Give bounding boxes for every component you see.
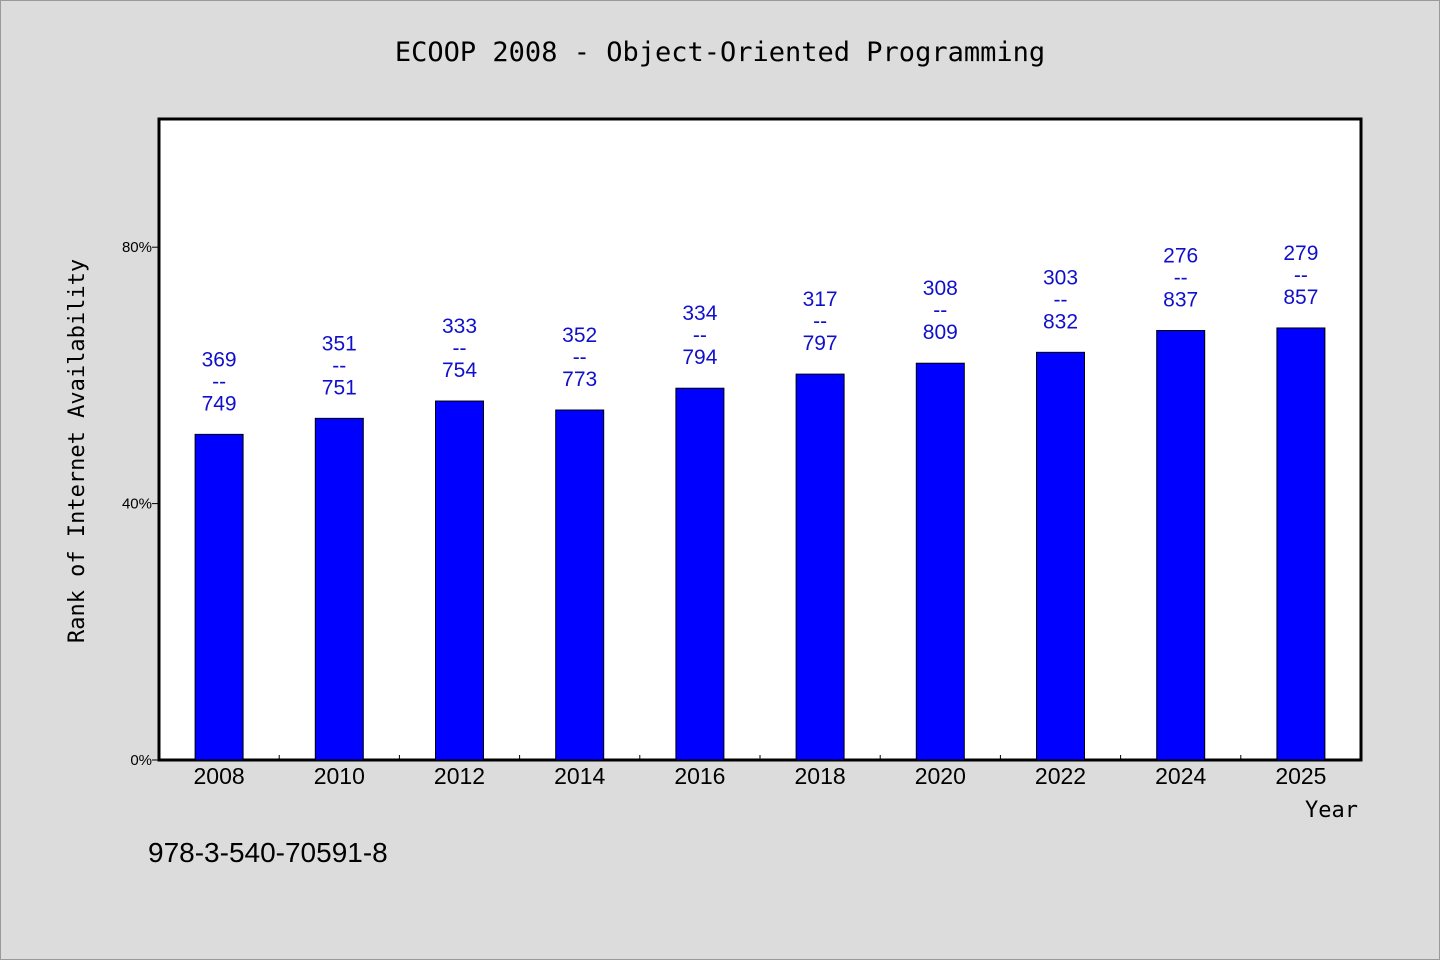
data-labels: 369--749351--751333--754352--773334--794… [202,242,1319,415]
bar-data-label: -- [813,310,827,333]
bar [314,417,364,761]
bar [915,362,965,761]
x-tick-label: 2024 [1155,763,1206,789]
isbn-footnote: 978-3-540-70591-8 [148,837,388,868]
bar [1276,327,1326,761]
bar-data-label: -- [573,346,587,369]
bar [1156,330,1206,761]
bar [795,373,845,761]
bar-series [194,327,1326,761]
bar-data-label: 773 [562,368,597,391]
x-tick-label: 2012 [434,763,485,789]
bar [555,409,605,761]
x-tick-label: 2022 [1035,763,1086,789]
bar-data-label: 279 [1283,242,1318,265]
bar-data-label: 334 [682,302,717,325]
bar-data-label: 369 [202,348,237,371]
bar-data-label: -- [332,354,346,377]
bar-data-label: 303 [1043,266,1078,289]
bar-data-label: 333 [442,315,477,338]
x-tick-label: 2008 [194,763,245,789]
bar-data-label: 754 [442,359,477,382]
y-tick-label: 40% [122,496,152,513]
bar-data-label: 751 [322,376,357,399]
x-tick-label: 2014 [554,763,605,789]
bar-data-label: -- [933,299,947,322]
x-axis: 2008 2010 2012 2014 2016 2018 2020 2022 2024 2025 [194,755,1326,789]
bar [194,433,244,761]
bar-data-label: 276 [1163,245,1198,268]
bar-data-label: 308 [923,277,958,300]
bar-data-label: -- [1174,267,1188,290]
chart-title: ECOOP 2008 - Object-Oriented Programming [395,37,1045,68]
bar-data-label: 857 [1283,286,1318,309]
bar-data-label: -- [453,337,467,360]
y-axis: 0% 40% 80% [122,239,159,769]
bar-data-label: 351 [322,332,357,355]
y-axis-label: Rank of Internet Availability [65,259,90,643]
bar-data-label: 317 [803,288,838,311]
bar-data-label: 837 [1163,289,1198,312]
bar-data-label: -- [1294,264,1308,287]
y-tick-label: 0% [130,752,152,769]
x-axis-label: Year [1305,798,1358,823]
bar-data-label: 794 [682,346,717,369]
y-tick-label: 80% [122,239,152,256]
bar-data-label: 797 [803,332,838,355]
bar-data-label: 809 [923,321,958,344]
x-tick-label: 2018 [795,763,846,789]
bar-data-label: 749 [202,392,237,415]
bar [675,387,725,761]
bar-data-label: -- [212,370,226,393]
bar [1036,351,1085,761]
x-tick-label: 2020 [915,763,966,789]
bar-data-label: 352 [562,324,597,347]
bar-data-label: 832 [1043,310,1078,333]
bar-data-label: -- [693,324,707,347]
x-tick-label: 2016 [674,763,725,789]
bar-data-label: -- [1054,288,1068,311]
x-tick-label: 2010 [314,763,365,789]
x-tick-label: 2025 [1275,763,1326,789]
bar [435,400,484,761]
